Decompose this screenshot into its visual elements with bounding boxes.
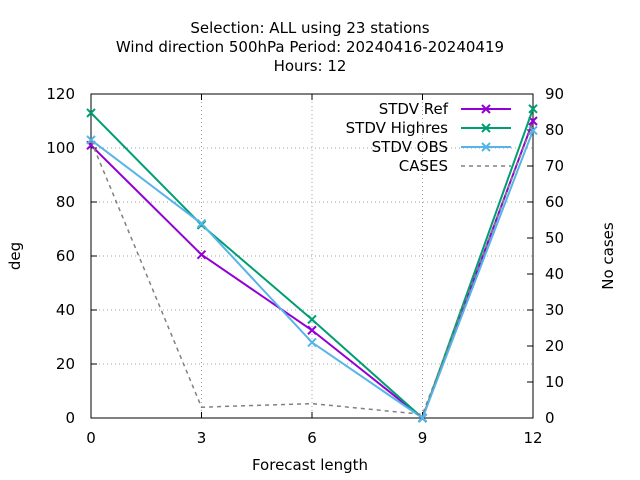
y2-tick-label: 10 <box>545 373 564 391</box>
chart-title-line: Selection: ALL using 23 stations <box>190 19 429 37</box>
series-line <box>90 108 534 420</box>
x-axis-label: Forecast length <box>252 456 368 474</box>
y2-tick-label: 30 <box>545 301 564 319</box>
data-point <box>481 142 491 152</box>
x-tick-label: 6 <box>307 429 317 447</box>
data-point <box>196 218 207 229</box>
y-tick-label: 120 <box>46 85 75 103</box>
y-tick-label: 20 <box>56 355 75 373</box>
y2-tick-label: 40 <box>545 265 564 283</box>
y-tick-label: 40 <box>56 301 75 319</box>
y-tick-label: 80 <box>56 193 75 211</box>
data-point <box>307 337 317 348</box>
x-tick-label: 3 <box>197 429 207 447</box>
y-axis-label: deg <box>6 242 24 270</box>
legend-label: STDV Highres <box>346 119 449 137</box>
data-point <box>417 413 428 423</box>
legend-label: CASES <box>399 157 448 175</box>
series-stdv-obs <box>86 125 538 423</box>
y2-tick-label: 20 <box>545 337 564 355</box>
chart-title-line: Hours: 12 <box>274 57 347 75</box>
x-tick-label: 0 <box>86 429 96 447</box>
data-point <box>307 325 317 335</box>
data-point <box>528 116 538 126</box>
y2-axis-label: No cases <box>599 222 617 290</box>
x-tick-label: 12 <box>523 429 542 447</box>
data-point <box>307 314 317 325</box>
y2-tick-label: 90 <box>545 85 564 103</box>
legend-label: STDV Ref <box>379 100 449 118</box>
y-tick-label: 60 <box>56 247 75 265</box>
data-point <box>86 108 96 118</box>
data-point <box>528 125 538 136</box>
series-cases <box>90 122 534 416</box>
y-tick-label: 0 <box>65 409 75 427</box>
y2-tick-label: 70 <box>545 157 564 175</box>
series-line <box>90 122 534 416</box>
x-tick-label: 9 <box>418 429 428 447</box>
y-tick-label: 100 <box>46 139 75 157</box>
data-point <box>528 104 538 114</box>
y2-tick-label: 80 <box>545 121 564 139</box>
data-point <box>481 104 491 114</box>
y2-tick-label: 0 <box>545 409 555 427</box>
data-point <box>481 123 491 133</box>
series-line <box>90 120 534 420</box>
data-point <box>196 249 207 260</box>
grid <box>91 94 533 418</box>
y2-tick-label: 60 <box>545 193 564 211</box>
series-lines <box>86 104 538 423</box>
y2-tick-label: 50 <box>545 229 564 247</box>
data-point <box>86 135 96 145</box>
legend-label: STDV OBS <box>372 138 448 156</box>
chart-title-line: Wind direction 500hPa Period: 20240416-2… <box>116 38 504 56</box>
